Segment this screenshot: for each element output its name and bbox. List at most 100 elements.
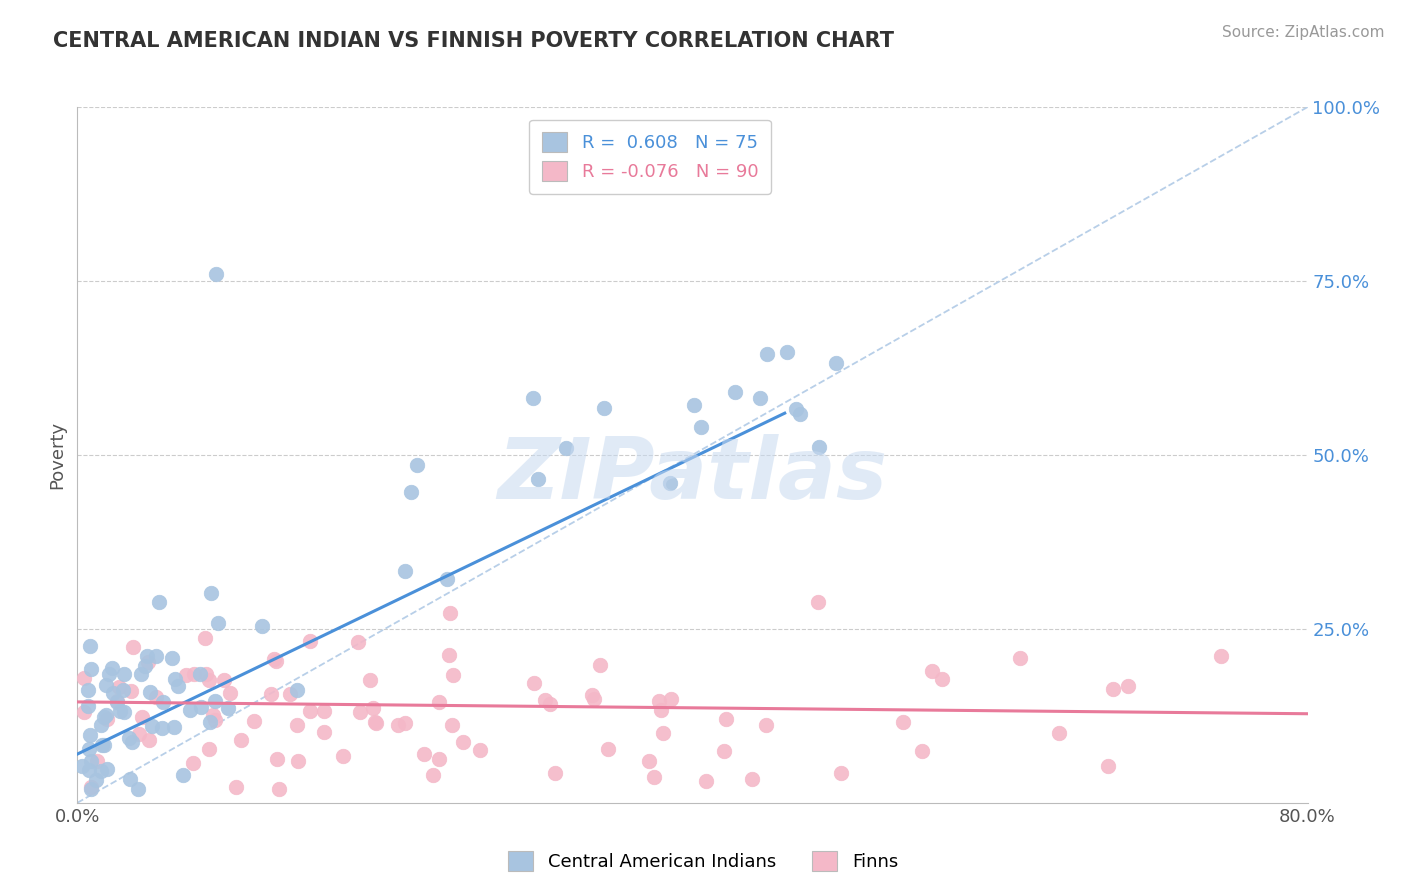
Point [583,692,606,706]
Point [453,735,475,749]
Point [650,704,672,718]
Point [439,606,461,620]
Point [162,650,184,665]
Point [314,705,336,719]
Point [314,725,336,739]
Point [437,648,460,662]
Point [243,714,266,729]
Point [121,640,143,654]
Point [138,685,160,699]
Point [690,419,713,434]
Legend: R =  0.608   N = 75, R = -0.076   N = 90: R = 0.608 N = 75, R = -0.076 N = 90 [529,120,770,194]
Point [427,695,450,709]
Point [287,682,309,697]
Point [468,743,491,757]
Point [555,441,578,455]
Point [347,635,370,649]
Point [263,651,285,665]
Point [94,677,117,691]
Point [77,699,100,714]
Point [163,672,186,686]
Point [72,758,94,772]
Text: CENTRAL AMERICAN INDIAN VS FINNISH POVERTY CORRELATION CHART: CENTRAL AMERICAN INDIAN VS FINNISH POVER… [53,31,894,51]
Point [93,710,115,724]
Point [278,687,301,701]
Point [90,738,112,752]
Point [441,668,464,682]
Point [741,772,763,786]
Point [131,710,153,724]
Point [107,681,129,695]
Point [198,673,221,687]
Point [112,666,135,681]
Point [1102,681,1125,696]
Point [101,661,124,675]
Point [204,714,226,728]
Point [264,654,287,668]
Point [830,766,852,780]
Point [190,699,212,714]
Point [596,741,619,756]
Point [785,402,807,417]
Point [183,667,205,681]
Point [136,655,159,669]
Point [755,718,778,732]
Point [427,752,450,766]
Point [121,735,143,749]
Point [1097,759,1119,773]
Point [755,347,778,361]
Point [198,742,221,756]
Point [364,714,387,729]
Point [112,706,135,720]
Point [713,744,735,758]
Point [111,682,134,697]
Point [176,668,198,682]
Point [287,754,309,768]
Point [200,586,222,600]
Point [714,712,737,726]
Point [436,572,458,586]
Point [413,747,436,761]
Point [441,718,464,732]
Point [406,458,429,472]
Point [134,658,156,673]
Point [581,688,603,702]
Point [167,679,190,693]
Point [150,721,173,735]
Point [141,719,163,733]
Point [911,744,934,758]
Point [1211,648,1233,663]
Point [825,356,848,370]
Point [648,694,671,708]
Point [172,768,194,782]
Point [201,708,224,723]
Point [332,748,354,763]
Point [181,756,204,770]
Point [250,619,273,633]
Point [260,686,283,700]
Point [152,695,174,709]
Point [394,564,416,578]
Point [1047,726,1070,740]
Point [789,407,811,421]
Point [1010,651,1032,665]
Point [891,714,914,729]
Point [188,667,211,681]
Point [589,657,612,672]
Point [101,686,124,700]
Point [90,764,112,778]
Point [118,772,141,786]
Text: Source: ZipAtlas.com: Source: ZipAtlas.com [1222,25,1385,40]
Point [523,676,546,690]
Point [77,764,100,778]
Point [105,694,128,708]
Point [266,752,288,766]
Point [807,440,830,454]
Point [361,701,384,715]
Point [86,754,108,768]
Point [179,703,201,717]
Point [229,733,252,747]
Point [129,666,152,681]
Point [921,665,943,679]
Point [80,754,103,768]
